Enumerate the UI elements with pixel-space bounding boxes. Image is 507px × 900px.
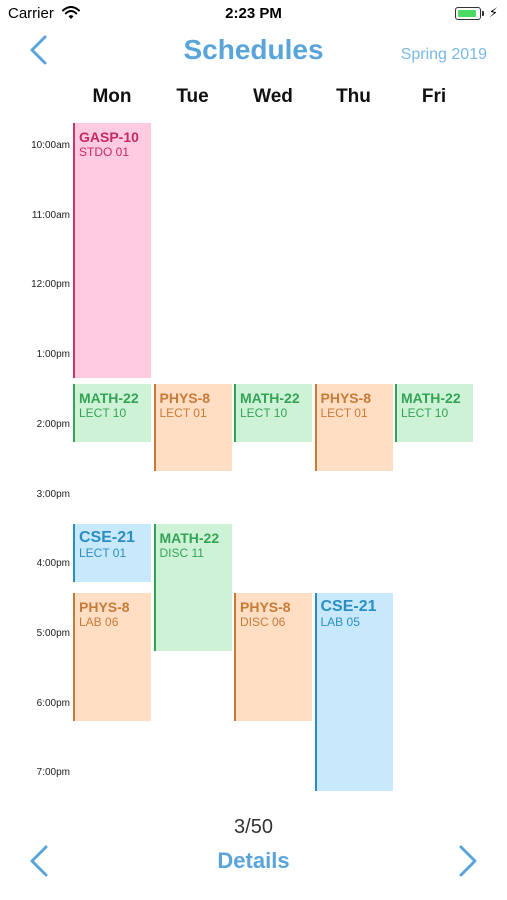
- course-block[interactable]: CSE-21 LAB 05: [314, 593, 393, 791]
- course-block[interactable]: PHYS-8 LECT 01: [314, 384, 393, 472]
- battery-cap: [482, 11, 484, 16]
- time-label: 10:00am: [31, 140, 70, 151]
- battery-fill: [457, 9, 476, 17]
- chevron-left-icon: [30, 35, 47, 65]
- day-header-tue: Tue: [176, 86, 209, 107]
- day-header-mon: Mon: [92, 86, 132, 107]
- time-label: 7:00pm: [36, 767, 70, 779]
- page-counter: 3/50: [234, 816, 273, 838]
- course-code: MATH-22: [401, 390, 461, 407]
- course-code: PHYS-8: [159, 390, 211, 407]
- course-block[interactable]: PHYS-8 LECT 01: [153, 384, 232, 472]
- back-button[interactable]: [25, 33, 55, 67]
- course-section: DISC 11: [159, 545, 204, 560]
- course-block[interactable]: MATH-22 LECT 10: [395, 384, 473, 443]
- course-code: MATH-22: [240, 390, 300, 407]
- chevron-left-icon: [30, 845, 48, 877]
- term-selector[interactable]: Spring 2019: [400, 46, 487, 63]
- page-title: Schedules: [183, 34, 324, 65]
- course-code: GASP-10: [79, 128, 139, 145]
- course-code: CSE-21: [320, 598, 377, 616]
- time-label: 3:00pm: [36, 488, 70, 500]
- course-section: LECT 01: [79, 545, 127, 560]
- course-code: PHYS-8: [240, 599, 291, 616]
- course-section: LECT 01: [320, 406, 368, 421]
- course-section: LAB 06: [79, 615, 119, 630]
- course-code: PHYS-8: [79, 599, 130, 616]
- details-button[interactable]: Details: [217, 848, 290, 873]
- day-header-wed: Wed: [253, 86, 293, 107]
- course-code: CSE-21: [79, 528, 136, 546]
- day-header-thu: Thu: [336, 86, 371, 107]
- course-section: STDO 01: [79, 144, 130, 159]
- course-block[interactable]: MATH-22 DISC 11: [153, 523, 232, 652]
- course-block[interactable]: CSE-21 LECT 01: [73, 523, 151, 582]
- time-label: 6:00pm: [36, 697, 70, 709]
- status-bar: Carrier 2:23 PM ⚡︎: [0, 0, 507, 28]
- charging-bolt-icon: ⚡︎: [488, 5, 498, 20]
- wifi-icon: [62, 6, 80, 19]
- course-block[interactable]: PHYS-8 LAB 06: [73, 593, 151, 722]
- carrier-label: Carrier: [8, 5, 54, 22]
- course-block[interactable]: GASP-10 STDO 01: [73, 122, 151, 379]
- time-label: 4:00pm: [36, 558, 70, 570]
- time-label: 12:00pm: [31, 279, 70, 291]
- next-schedule-button[interactable]: [452, 843, 482, 879]
- course-code: PHYS-8: [320, 390, 372, 407]
- course-code: MATH-22: [79, 390, 139, 407]
- time-label: 1:00pm: [36, 349, 70, 361]
- prev-schedule-button[interactable]: [25, 843, 55, 879]
- time-label: 11:00am: [31, 209, 70, 221]
- day-header-fri: Fri: [421, 86, 447, 107]
- time-label: 5:00pm: [36, 627, 70, 639]
- battery-icon: [455, 7, 484, 20]
- course-block[interactable]: MATH-22 LECT 10: [73, 384, 151, 443]
- course-section: LAB 05: [320, 615, 360, 630]
- course-section: LECT 10: [240, 406, 288, 421]
- time-label: 2:00pm: [36, 418, 70, 430]
- course-section: LECT 10: [79, 406, 127, 421]
- chevron-right-icon: [459, 845, 477, 877]
- course-code: MATH-22: [159, 529, 220, 546]
- course-section: DISC 06: [240, 615, 286, 630]
- clock: 2:23 PM: [225, 5, 282, 22]
- course-block[interactable]: MATH-22 LECT 10: [234, 384, 312, 443]
- course-section: LECT 10: [401, 406, 449, 421]
- course-block[interactable]: PHYS-8 DISC 06: [234, 593, 312, 722]
- course-section: LECT 01: [159, 406, 207, 421]
